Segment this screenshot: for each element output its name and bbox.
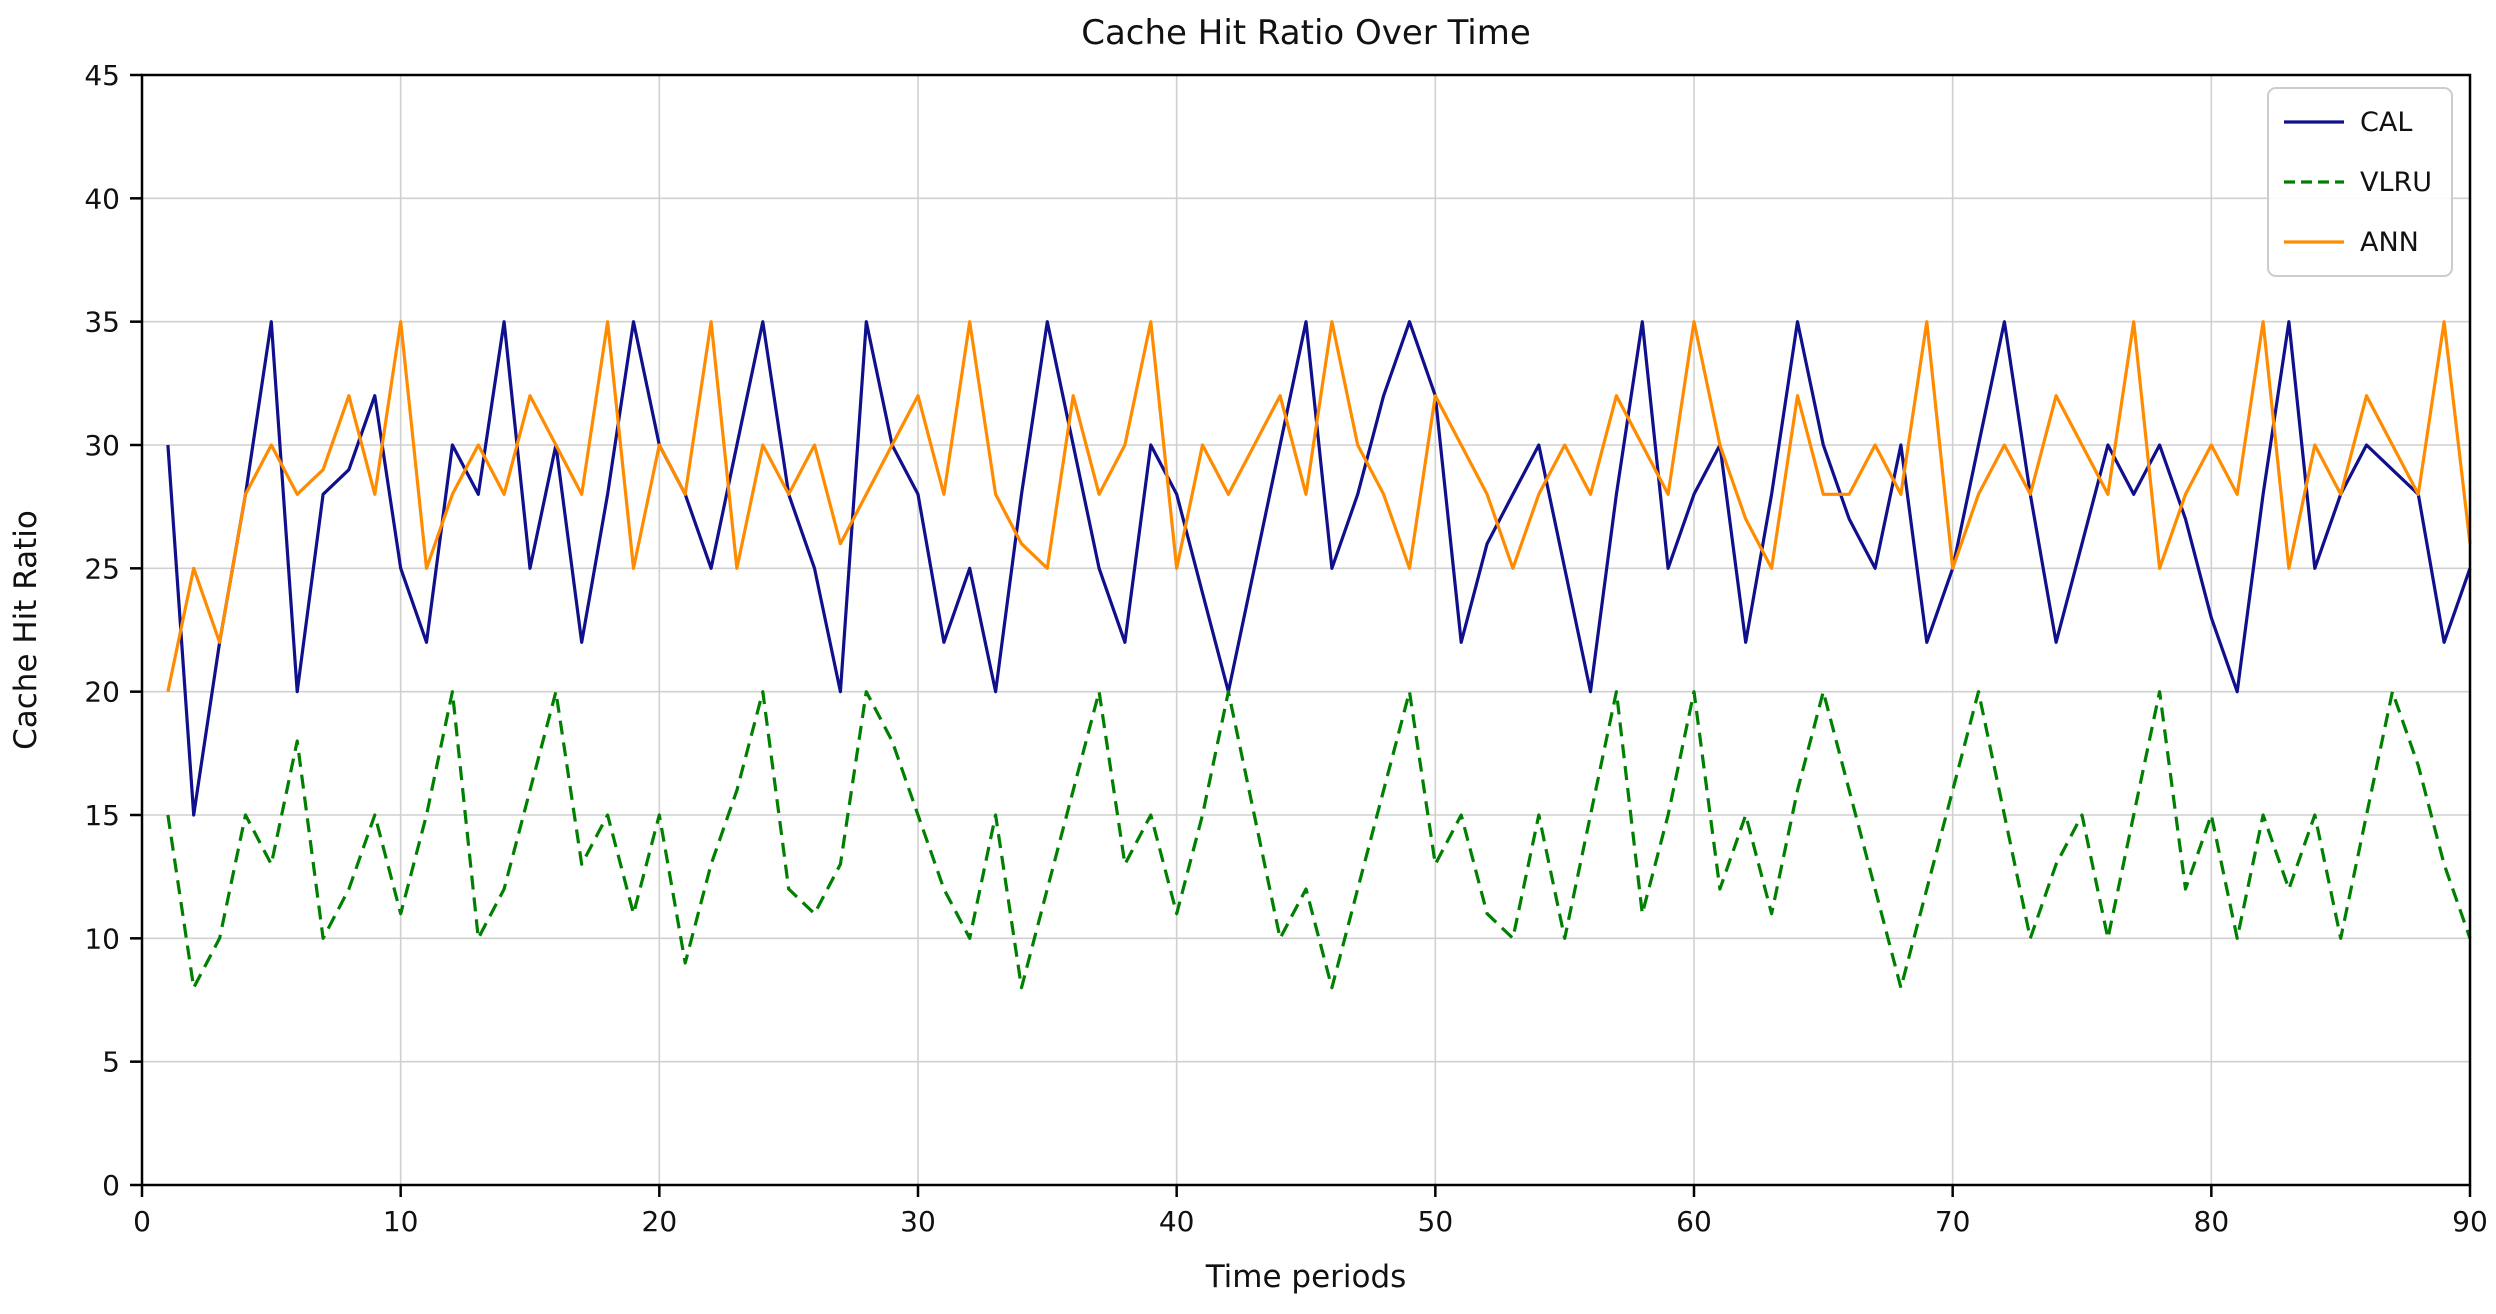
y-tick-label: 45 xyxy=(84,59,120,92)
x-tick-label: 40 xyxy=(1159,1205,1195,1238)
x-tick-label: 0 xyxy=(133,1205,151,1238)
x-axis-label: Time periods xyxy=(1205,1259,1407,1295)
x-tick-label: 50 xyxy=(1418,1205,1454,1238)
legend-entry-vlru: VLRU xyxy=(2284,167,2432,198)
y-tick-label: 25 xyxy=(84,552,120,585)
x-tick-label: 60 xyxy=(1676,1205,1712,1238)
chart-title: Cache Hit Ratio Over Time xyxy=(1081,13,1531,53)
axes-spines xyxy=(140,73,2472,1187)
y-tick-label: 30 xyxy=(84,429,120,462)
legend-label: ANN xyxy=(2360,227,2419,258)
x-tick-label: 70 xyxy=(1935,1205,1971,1238)
legend-entry-ann: ANN xyxy=(2284,227,2419,258)
x-tick-label: 20 xyxy=(642,1205,678,1238)
series-line-vlru xyxy=(166,690,2472,990)
y-tick-label: 35 xyxy=(84,306,120,339)
y-tick-label: 10 xyxy=(84,922,120,955)
series-line-cal xyxy=(166,320,2472,817)
y-tick-label: 15 xyxy=(84,799,120,832)
axis-ticks: 0 10 20 30 40 50 60 70 80 90 0 5 10 15 20 25 30 35 40 45 xyxy=(84,59,2487,1238)
x-tick-label: 80 xyxy=(2194,1205,2230,1238)
y-tick-label: 40 xyxy=(84,182,120,215)
series-line-ann xyxy=(166,320,2472,693)
x-tick-label: 30 xyxy=(900,1205,936,1238)
legend: CAL VLRU ANN xyxy=(2267,87,2453,277)
y-tick-label: 20 xyxy=(84,676,120,709)
x-tick-label: 10 xyxy=(383,1205,419,1238)
legend-label: CAL xyxy=(2360,107,2412,138)
y-tick-label: 5 xyxy=(102,1046,120,1079)
legend-label: VLRU xyxy=(2360,167,2432,198)
legend-box xyxy=(2267,87,2453,277)
y-axis-label: Cache Hit Ratio xyxy=(8,510,44,750)
y-tick-label: 0 xyxy=(102,1169,120,1202)
x-tick-label: 90 xyxy=(2452,1205,2488,1238)
legend-entry-cal: CAL xyxy=(2284,107,2412,138)
